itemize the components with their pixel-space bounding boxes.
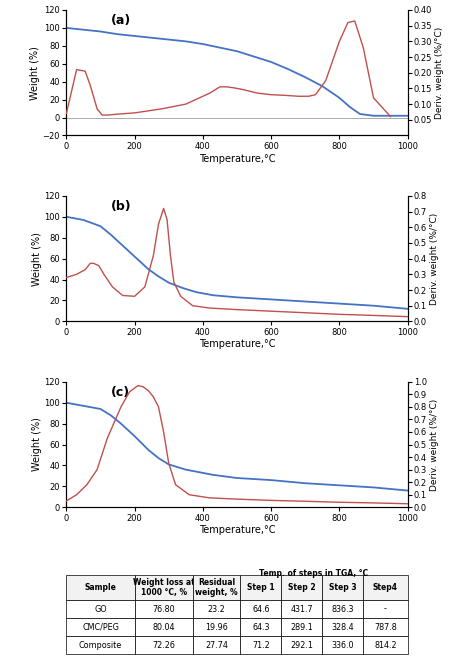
X-axis label: Temperature,°C: Temperature,°C: [199, 525, 275, 535]
Text: (b): (b): [111, 200, 131, 212]
Text: (c): (c): [111, 386, 130, 398]
Y-axis label: Weight (%): Weight (%): [32, 418, 42, 472]
X-axis label: Temperature,°C: Temperature,°C: [199, 340, 275, 350]
Y-axis label: Deriv. weight (%/°C): Deriv. weight (%/°C): [430, 212, 439, 305]
Y-axis label: Deriv. weight (%/°C): Deriv. weight (%/°C): [430, 398, 439, 491]
Y-axis label: Deriv. weight (%/°C): Deriv. weight (%/°C): [435, 27, 444, 119]
X-axis label: Temperature,°C: Temperature,°C: [199, 153, 275, 164]
Text: (a): (a): [111, 14, 131, 27]
Y-axis label: Weight (%): Weight (%): [32, 232, 42, 286]
Text: Temp. of steps in TGA, °C: Temp. of steps in TGA, °C: [259, 569, 368, 577]
Y-axis label: Weight (%): Weight (%): [30, 46, 40, 100]
